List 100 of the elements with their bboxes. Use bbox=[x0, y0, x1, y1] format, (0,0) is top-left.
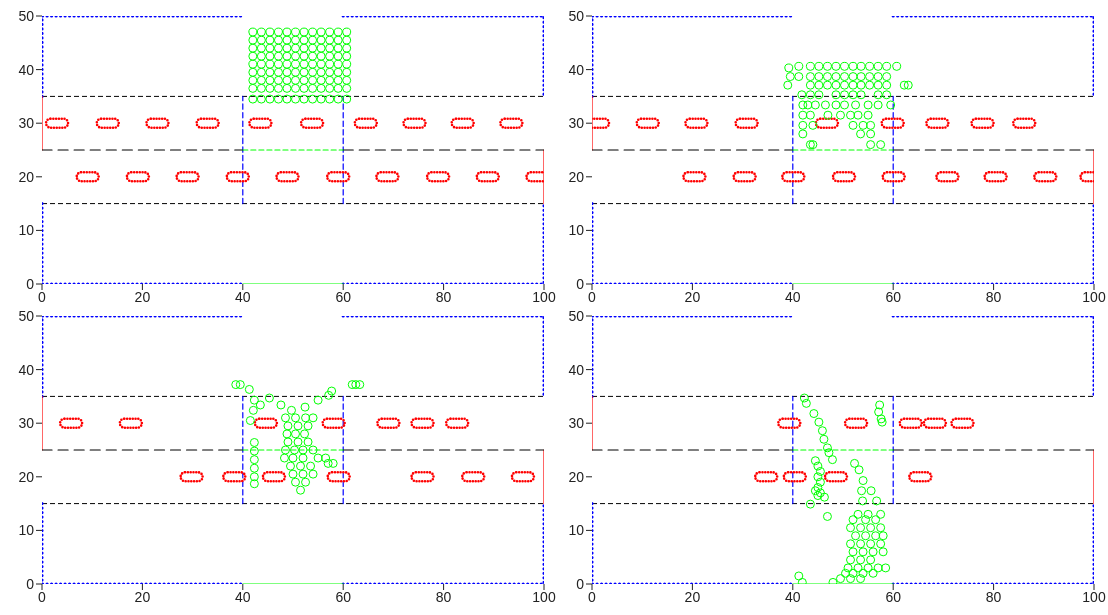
point bbox=[308, 413, 318, 423]
point bbox=[288, 469, 298, 479]
point bbox=[301, 477, 311, 487]
point bbox=[235, 380, 245, 390]
point bbox=[324, 390, 334, 400]
point bbox=[300, 402, 310, 412]
x-tick-label: 60 bbox=[885, 288, 902, 305]
y-tick-label: 20 bbox=[568, 468, 585, 485]
x-tick-label: 100 bbox=[532, 288, 556, 305]
x-tick-label: 100 bbox=[1082, 288, 1106, 305]
point bbox=[301, 413, 311, 423]
x-tick-label: 0 bbox=[588, 288, 597, 305]
point bbox=[308, 469, 318, 479]
x-tick-label: 80 bbox=[985, 588, 1002, 605]
y-tick-label: 20 bbox=[18, 468, 35, 485]
point bbox=[327, 386, 337, 396]
point bbox=[291, 477, 301, 487]
point bbox=[280, 445, 290, 455]
x-tick-label: 20 bbox=[134, 588, 151, 605]
y-tick-label: 0 bbox=[576, 275, 585, 292]
point bbox=[255, 400, 265, 410]
x-tick-label: 40 bbox=[235, 288, 251, 305]
point bbox=[264, 393, 274, 403]
x-tick-label: 0 bbox=[38, 288, 47, 305]
point bbox=[298, 453, 308, 463]
x-tick-label: 20 bbox=[684, 288, 701, 305]
x-tick-label: 20 bbox=[134, 288, 151, 305]
point bbox=[280, 413, 290, 423]
point bbox=[296, 485, 306, 495]
x-tick-label: 0 bbox=[38, 588, 47, 605]
x-tick-label: 80 bbox=[985, 288, 1002, 305]
y-tick-label: 0 bbox=[26, 575, 35, 592]
x-tick-label: 60 bbox=[335, 288, 352, 305]
y-tick-label: 50 bbox=[568, 307, 585, 324]
y-tick-label: 10 bbox=[568, 522, 585, 539]
point bbox=[298, 445, 308, 455]
x-tick-label: 80 bbox=[435, 288, 452, 305]
y-tick-label: 10 bbox=[18, 522, 35, 539]
y-tick-label: 20 bbox=[18, 168, 35, 185]
point bbox=[249, 479, 259, 489]
y-tick-label: 50 bbox=[18, 7, 35, 24]
x-tick-label: 40 bbox=[785, 588, 801, 605]
point bbox=[291, 413, 301, 423]
y-tick-label: 0 bbox=[576, 575, 585, 592]
point bbox=[286, 405, 296, 415]
point bbox=[285, 461, 295, 471]
point bbox=[313, 453, 323, 463]
y-tick-label: 30 bbox=[568, 115, 585, 132]
point bbox=[283, 437, 293, 447]
point bbox=[249, 463, 259, 473]
y-tick-label: 0 bbox=[26, 275, 35, 292]
x-tick-label: 20 bbox=[684, 588, 701, 605]
point bbox=[303, 421, 313, 431]
point bbox=[244, 384, 254, 394]
y-tick-label: 30 bbox=[18, 415, 35, 432]
x-tick-label: 40 bbox=[235, 588, 251, 605]
point bbox=[306, 461, 316, 471]
y-tick-label: 40 bbox=[18, 361, 35, 378]
point bbox=[300, 429, 310, 439]
point bbox=[351, 380, 361, 390]
y-tick-label: 10 bbox=[18, 222, 35, 239]
x-tick-label: 100 bbox=[1082, 588, 1106, 605]
y-tick-label: 50 bbox=[568, 7, 585, 24]
point bbox=[293, 421, 303, 431]
x-tick-label: 80 bbox=[435, 588, 452, 605]
point bbox=[279, 453, 289, 463]
point bbox=[313, 395, 323, 405]
point bbox=[231, 380, 241, 390]
y-tick-label: 30 bbox=[568, 415, 585, 432]
point bbox=[308, 445, 318, 455]
y-tick-label: 30 bbox=[18, 115, 35, 132]
point bbox=[249, 446, 259, 456]
x-tick-label: 60 bbox=[335, 588, 352, 605]
x-tick-label: 60 bbox=[885, 588, 902, 605]
point bbox=[321, 453, 331, 463]
point bbox=[298, 469, 308, 479]
y-tick-label: 20 bbox=[568, 168, 585, 185]
point bbox=[245, 416, 255, 426]
point bbox=[290, 445, 300, 455]
point bbox=[282, 429, 292, 439]
point bbox=[283, 421, 293, 431]
point bbox=[249, 395, 259, 405]
x-tick-label: 40 bbox=[785, 288, 801, 305]
point bbox=[323, 458, 333, 468]
y-tick-label: 40 bbox=[568, 361, 585, 378]
x-tick-label: 100 bbox=[532, 588, 556, 605]
point bbox=[303, 437, 313, 447]
point bbox=[288, 453, 298, 463]
point bbox=[296, 461, 306, 471]
point bbox=[328, 458, 338, 468]
point bbox=[355, 380, 365, 390]
y-tick-label: 10 bbox=[568, 222, 585, 239]
point bbox=[249, 455, 259, 465]
point bbox=[249, 472, 259, 482]
point bbox=[249, 438, 259, 447]
point bbox=[291, 429, 301, 439]
x-tick-label: 0 bbox=[588, 588, 597, 605]
y-tick-label: 50 bbox=[18, 307, 35, 324]
point bbox=[276, 400, 286, 410]
y-tick-label: 40 bbox=[18, 61, 35, 78]
